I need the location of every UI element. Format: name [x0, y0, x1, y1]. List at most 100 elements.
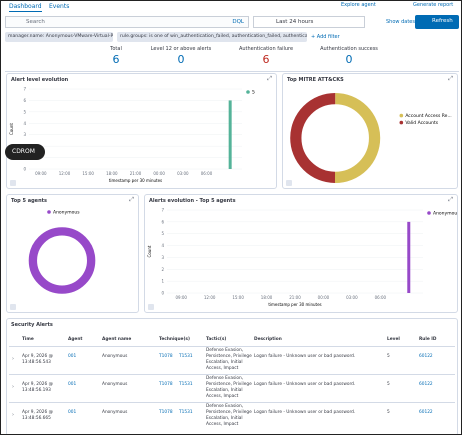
filter-pill[interactable]: rule.groups: is one of win_authenticatio…: [117, 32, 307, 42]
link-cell[interactable]: 60122: [419, 382, 433, 387]
y-tick-label: 1: [161, 279, 164, 284]
x-axis-label: timestamp per 30 minutes: [268, 302, 321, 307]
y-tick-label: 0: [23, 167, 26, 172]
legend-toggle[interactable]: [10, 304, 16, 310]
table-cell: Anonymous: [102, 382, 128, 387]
x-tick-label: 09:00: [35, 171, 47, 176]
stat-value: 6: [262, 53, 270, 66]
row-expand[interactable]: ›: [12, 356, 14, 362]
legend-swatch: [246, 90, 250, 94]
link-cell[interactable]: 60122: [419, 354, 433, 359]
chart: Count 0 1 2 3 4 5 6 7 09:00 12:00 15:00 18:00 21:00 00…: [147, 208, 457, 308]
x-tick-label: 03:00: [346, 295, 358, 300]
header-action[interactable]: Generate report: [413, 2, 454, 8]
panel: Alert level evolution⤢Count0123456709:00…: [6, 73, 277, 189]
tactics: Defense Evasion, Persistence, Privilege …: [206, 348, 252, 371]
x-tick-label: 09:00: [175, 295, 187, 300]
expand-icon: ⤢: [448, 75, 453, 82]
technique-link[interactable]: T1531: [179, 410, 193, 415]
stat-label: Level 12 or above alerts: [150, 46, 212, 52]
column-header[interactable]: Agent name: [102, 337, 132, 342]
legend-swatch: [399, 113, 404, 118]
y-tick-label: 3: [161, 255, 164, 260]
row-divider: [9, 346, 455, 347]
y-tick-label: 6: [23, 98, 26, 103]
table-cell: Logon failure - Unknown user or bad pass…: [254, 382, 356, 387]
refresh-button[interactable]: Refresh: [415, 15, 459, 29]
row-expand[interactable]: ›: [12, 384, 14, 390]
timestamp: Apr 9, 2026 @ 13:48:56.193: [22, 382, 53, 393]
panel: Top MITRE ATT&CKS ⤢ Account Access Re... Va…: [282, 73, 458, 189]
legend-toggle[interactable]: [10, 180, 16, 186]
expand-icon: ⤢: [448, 196, 453, 203]
technique-link[interactable]: T1531: [179, 382, 193, 387]
y-tick-label: 4: [23, 121, 26, 126]
column-header[interactable]: Time: [22, 337, 34, 342]
y-tick-label: 6: [161, 219, 164, 224]
divider: [5, 71, 459, 72]
header-action[interactable]: Explore agent: [341, 2, 376, 8]
x-axis-label: timestamp per 30 minutes: [109, 178, 162, 183]
panel: Alerts evolution - Top 5 agents ⤢ Count 0 1 2…: [144, 194, 458, 313]
column-header[interactable]: Level: [387, 337, 400, 342]
y-tick-label: 7: [161, 208, 164, 213]
x-tick-label: 12:00: [59, 171, 71, 176]
table-panel: Security Alerts Time Agent Agent name Techni…: [6, 318, 458, 434]
column-header[interactable]: Tactic(s): [206, 337, 227, 342]
chart: Anonymous: [28, 210, 96, 294]
column-header[interactable]: Technique(s): [159, 337, 190, 342]
column-header[interactable]: Rule ID: [419, 337, 437, 342]
stat-label: Total: [110, 46, 122, 52]
filter-pill[interactable]: manager.name: Anonymous-VMware-Virtual-P…: [5, 32, 113, 42]
legend-swatch: [47, 210, 51, 214]
legend-label: Account Access Re...: [405, 113, 451, 119]
legend-label: Anonymous: [53, 210, 80, 216]
table-cell: Logon failure - Unknown user or bad pass…: [254, 410, 356, 415]
technique-link[interactable]: T1078: [159, 382, 173, 387]
row-expand[interactable]: ›: [12, 412, 14, 418]
y-axis-label: Count: [147, 245, 152, 257]
legend-swatch: [399, 120, 404, 125]
stat-value: 0: [177, 53, 185, 66]
tooltip-text: CDROM: [12, 148, 35, 155]
timestamp: Apr 9, 2026 @ 13:48:56.665: [22, 410, 53, 421]
x-tick-label: 12:00: [204, 295, 216, 300]
x-tick-label: 00:00: [153, 171, 165, 176]
stat-value: 0: [345, 53, 353, 66]
technique-link[interactable]: T1078: [159, 410, 173, 415]
stat-label: Authentication failure: [238, 46, 294, 52]
tab[interactable]: Events: [49, 3, 70, 10]
link-cell[interactable]: 001: [68, 410, 77, 415]
search-box[interactable]: Search DQL: [5, 16, 249, 28]
show-dates[interactable]: Show dates: [386, 19, 415, 25]
link-cell[interactable]: 60122: [419, 410, 433, 415]
panel-title: Alert level evolution: [11, 77, 69, 83]
add-filter[interactable]: + Add filter: [311, 34, 340, 40]
tactics: Defense Evasion, Persistence, Privilege …: [206, 376, 252, 399]
stat-label: Authentication success: [320, 46, 378, 52]
legend-label: Anonymous: [433, 211, 457, 217]
table-cell: 5: [387, 354, 390, 359]
link-cell[interactable]: 001: [68, 382, 77, 387]
x-tick-label: 06:00: [201, 171, 213, 176]
expand-icon: ⤢: [129, 196, 134, 203]
timestamp: Apr 9, 2026 @ 13:48:56.543: [22, 354, 53, 365]
date-picker[interactable]: Last 24 hours: [253, 16, 365, 28]
legend-toggle[interactable]: [286, 180, 292, 186]
query-language[interactable]: DQL: [232, 19, 244, 25]
column-header[interactable]: Description: [254, 337, 282, 342]
x-tick-label: 03:00: [177, 171, 189, 176]
pie-slice: [290, 93, 381, 183]
legend-toggle[interactable]: [148, 304, 154, 310]
technique-link[interactable]: T1078: [159, 354, 173, 359]
x-tick-label: 15:00: [82, 171, 94, 176]
table-cell: 5: [387, 382, 390, 387]
technique-link[interactable]: T1531: [179, 354, 193, 359]
y-tick-label: 5: [161, 231, 164, 236]
tab[interactable]: Dashboard: [9, 3, 42, 12]
y-tick-label: 2: [161, 267, 164, 272]
legend-label: 5: [252, 90, 255, 96]
link-cell[interactable]: 001: [68, 354, 77, 359]
column-header[interactable]: Agent: [68, 337, 83, 342]
